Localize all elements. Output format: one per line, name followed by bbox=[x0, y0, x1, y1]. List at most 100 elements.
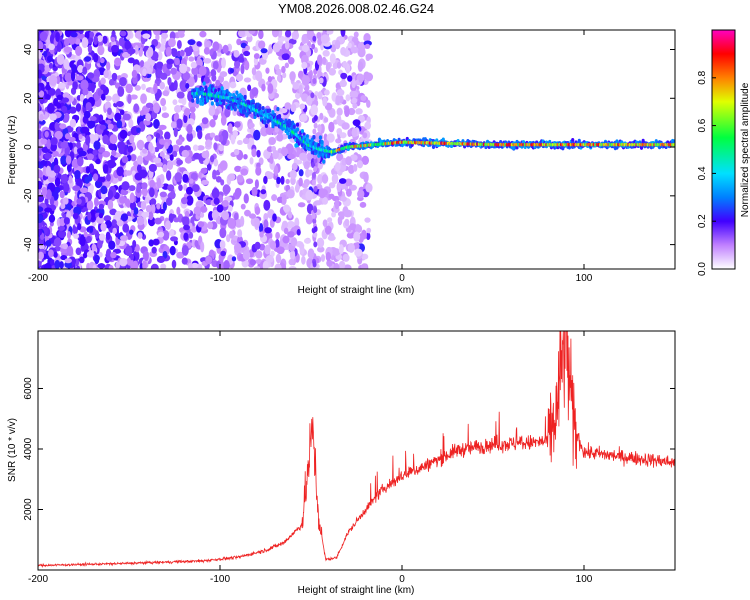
spectrogram-cell bbox=[213, 158, 219, 167]
spectrogram-cell bbox=[99, 124, 107, 130]
spectrogram-cell bbox=[299, 103, 306, 110]
spectrogram-cell bbox=[179, 49, 185, 57]
spectrogram-cell bbox=[72, 81, 78, 90]
spectrogram-cell bbox=[311, 212, 316, 219]
spectrogram-cell bbox=[347, 242, 355, 253]
spectrogram-cell bbox=[347, 107, 356, 116]
spectrogram-cell bbox=[253, 266, 262, 269]
spectrogram-cell bbox=[251, 148, 257, 158]
spectrogram-cell bbox=[318, 77, 324, 84]
spectrogram-cell bbox=[268, 137, 277, 145]
spectrogram-cell bbox=[349, 223, 357, 231]
spectrogram-cell bbox=[38, 228, 43, 236]
spectrogram-cell bbox=[46, 93, 51, 100]
spectrogram-cell bbox=[321, 174, 329, 184]
spectrogram-cell bbox=[148, 141, 154, 153]
spectrogram-cell bbox=[347, 164, 355, 174]
spectrogram-cell bbox=[198, 65, 207, 76]
spectrogram-cell bbox=[317, 91, 323, 100]
spectrogram-cell bbox=[297, 202, 306, 208]
spectrogram-cell bbox=[162, 250, 168, 259]
spectrogram-cell bbox=[251, 67, 257, 76]
spectrogram-cell bbox=[156, 255, 166, 264]
spectrogram-cell bbox=[88, 133, 96, 144]
spectrogram-cell bbox=[260, 48, 268, 54]
spectrogram-cell bbox=[38, 40, 44, 51]
spectrogram-y-ticks: -40 -20 0 20 40 bbox=[23, 44, 675, 252]
spectrogram-cell bbox=[263, 175, 268, 185]
spectrogram-cell bbox=[343, 209, 353, 218]
spectrogram-cell bbox=[364, 121, 372, 130]
spectrogram-cell bbox=[75, 45, 83, 56]
spectrogram-cell bbox=[335, 161, 341, 172]
spectrogram-cell bbox=[119, 129, 128, 140]
spectrogram-cell bbox=[99, 57, 105, 64]
spectrogram-cell bbox=[84, 56, 92, 62]
spectrogram-cell bbox=[105, 231, 111, 240]
spectrogram-cell bbox=[240, 215, 245, 227]
spectrogram-cell bbox=[251, 99, 255, 104]
spectrogram-cell bbox=[38, 169, 43, 178]
spectrogram-cell bbox=[365, 53, 373, 60]
spectrogram-cell bbox=[360, 263, 368, 269]
spectrogram-cell bbox=[286, 131, 290, 136]
spectrogram-cell bbox=[73, 233, 80, 239]
spectrogram-cell bbox=[97, 263, 106, 269]
spectrogram-cell bbox=[44, 130, 49, 138]
spectrogram-cell bbox=[85, 166, 91, 174]
spectrogram-cell bbox=[254, 217, 261, 229]
spectrogram-cell bbox=[220, 86, 224, 91]
spectrogram-cell bbox=[124, 198, 131, 207]
spectrogram-cell bbox=[162, 90, 170, 97]
spectrogram-cell bbox=[77, 222, 82, 231]
spectrogram-cell bbox=[111, 72, 118, 82]
spectrogram-cell bbox=[263, 120, 267, 125]
spectrogram-cell bbox=[57, 225, 66, 232]
spectrogram-cell bbox=[264, 227, 272, 234]
spectrogram-cell bbox=[87, 211, 92, 221]
spectrogram-cell bbox=[362, 132, 368, 139]
spectrogram-cell bbox=[53, 164, 61, 174]
spectrogram-cell bbox=[38, 146, 42, 157]
colorbar-label: Normalized spectral amplitude bbox=[740, 82, 750, 217]
spectrogram-cell bbox=[274, 126, 280, 133]
spectrogram-cell bbox=[214, 135, 220, 142]
spectrogram-cell bbox=[69, 118, 77, 128]
spectrogram-cell bbox=[313, 122, 318, 129]
spectrogram-cell bbox=[176, 39, 182, 49]
spectrogram-cell bbox=[64, 261, 72, 269]
spectrogram-cell bbox=[304, 161, 311, 167]
spectrogram-cell bbox=[59, 190, 65, 199]
spectrogram-cell bbox=[112, 227, 118, 235]
spectrogram-cell bbox=[233, 107, 237, 112]
spectrogram-cell bbox=[275, 238, 280, 248]
spectrogram-cell bbox=[64, 133, 71, 140]
spectrogram-cell bbox=[286, 189, 295, 199]
spectrogram-cell bbox=[316, 246, 325, 253]
spectrogram-cell bbox=[68, 175, 73, 184]
spectrogram-cell bbox=[323, 117, 329, 123]
spectrogram-cell bbox=[85, 102, 92, 111]
spectrogram-cell bbox=[352, 119, 361, 127]
spectrogram-cell bbox=[234, 121, 241, 128]
spectrogram-cell bbox=[75, 265, 81, 269]
spectrogram-cell bbox=[203, 57, 212, 64]
spectrogram-cell bbox=[62, 182, 70, 193]
spectrogram-cell bbox=[80, 187, 88, 194]
spectrogram-cell bbox=[201, 150, 209, 159]
spectrogram-cell bbox=[162, 201, 167, 211]
spectrogram-cell bbox=[54, 121, 59, 131]
spectrogram-cell bbox=[115, 261, 120, 269]
spectrogram-cell bbox=[110, 44, 120, 53]
spectrogram-cell bbox=[128, 185, 136, 192]
spectrogram-cell bbox=[335, 94, 341, 106]
spectrogram-cell bbox=[139, 60, 145, 68]
spectrogram-cell bbox=[354, 224, 363, 234]
spectrogram-cell bbox=[263, 199, 271, 211]
snr-y-ticks: 2000 4000 6000 bbox=[23, 377, 675, 521]
spectrogram-cell bbox=[94, 254, 100, 265]
spectrogram-cell bbox=[227, 218, 236, 229]
spectrogram-cell bbox=[148, 211, 154, 221]
spectrogram-cell bbox=[119, 109, 125, 116]
